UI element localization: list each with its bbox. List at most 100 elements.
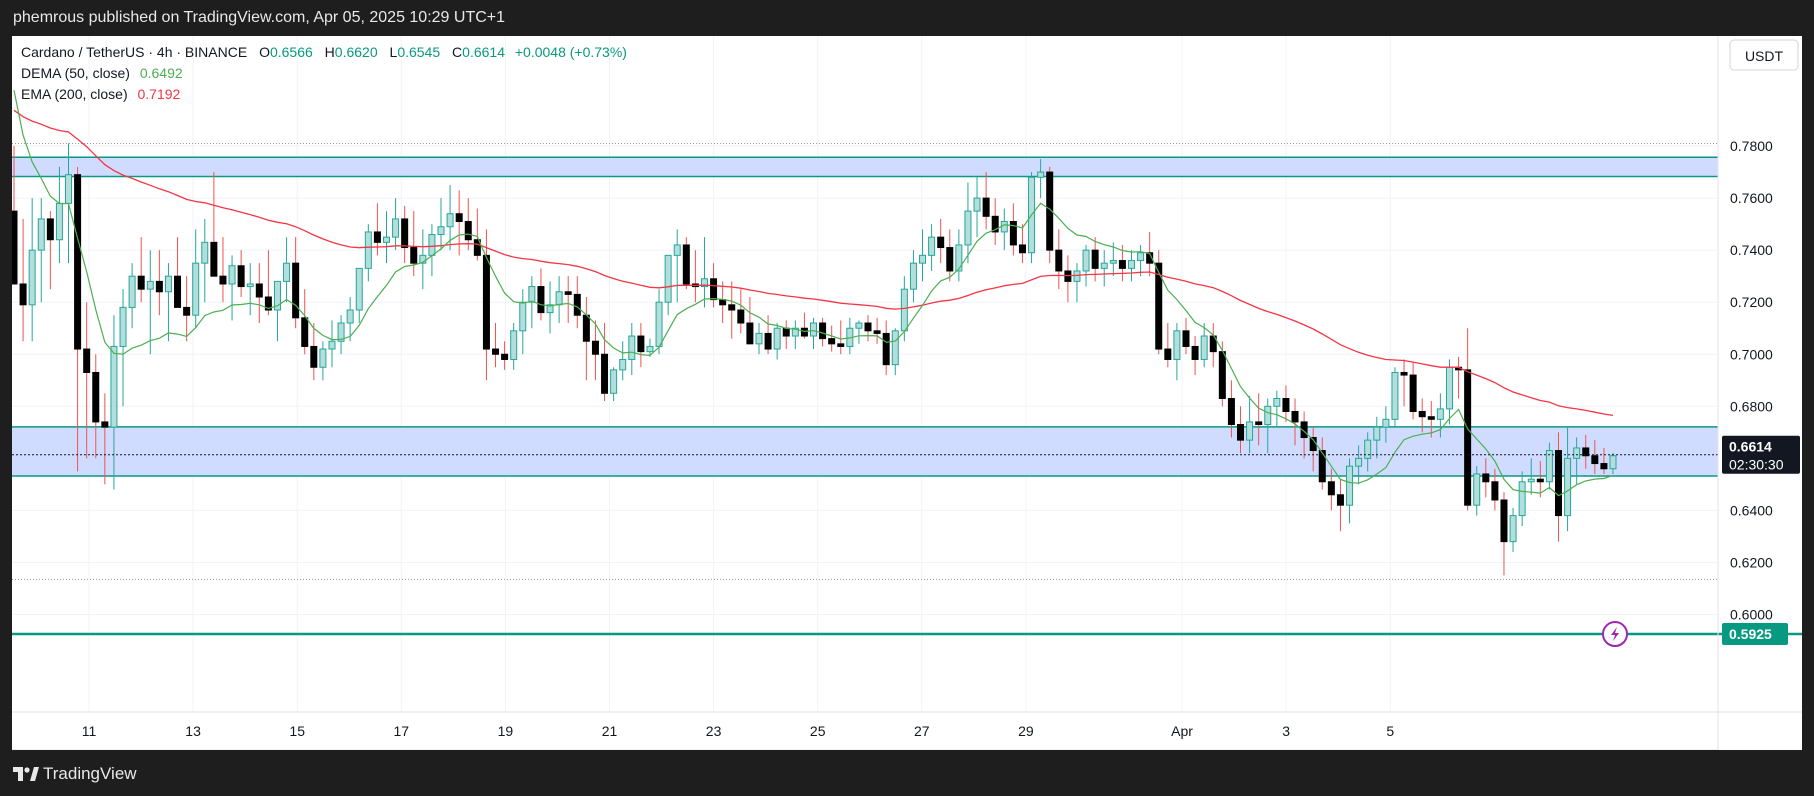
moving-averages bbox=[13, 90, 1614, 497]
candle-body bbox=[482, 254, 490, 350]
candle-body bbox=[1445, 366, 1453, 410]
candle-body bbox=[1164, 348, 1172, 360]
candle-body bbox=[183, 306, 191, 316]
candle-body bbox=[210, 241, 218, 277]
candle-body bbox=[328, 340, 336, 350]
candle-body bbox=[601, 353, 609, 394]
publisher-bar: phemrous published on TradingView.com, A… bbox=[0, 0, 1814, 36]
candle-body bbox=[410, 247, 418, 264]
candle-body bbox=[528, 286, 536, 303]
candle-body bbox=[55, 202, 63, 241]
price-tick-label: 0.7000 bbox=[1730, 346, 1773, 362]
candle-body bbox=[373, 231, 381, 243]
price-zones bbox=[12, 142, 1802, 636]
candle-body bbox=[937, 236, 945, 249]
candle-body bbox=[991, 215, 999, 233]
tradingview-logo[interactable]: TradingView bbox=[13, 764, 137, 784]
candle-body bbox=[10, 210, 18, 285]
candle-body bbox=[1355, 457, 1363, 467]
time-tick-label: 25 bbox=[810, 723, 826, 739]
legend-ema-line: EMA (200, close) 0.7192 bbox=[21, 86, 181, 102]
candle-body bbox=[728, 304, 736, 311]
candle-body bbox=[92, 371, 100, 423]
time-tick-label: 3 bbox=[1282, 723, 1290, 739]
time-tick-label: 5 bbox=[1386, 723, 1394, 739]
candle-body bbox=[264, 296, 272, 311]
support-line-value: 0.5925 bbox=[1729, 626, 1772, 642]
price-tick-label: 0.6000 bbox=[1730, 607, 1773, 623]
candle-body bbox=[301, 317, 309, 347]
candle-body bbox=[755, 332, 763, 345]
legend-dema-line: DEMA (50, close) 0.6492 bbox=[21, 65, 183, 81]
candle-body bbox=[619, 358, 627, 371]
candle-body bbox=[564, 291, 572, 295]
time-tick-label: 23 bbox=[706, 723, 722, 739]
time-tick-label: 11 bbox=[82, 723, 97, 739]
candle-body bbox=[346, 309, 354, 324]
currency-label: USDT bbox=[1745, 48, 1784, 64]
candle-body bbox=[1073, 270, 1081, 282]
chart-area[interactable]: 0.6000 0.6200 0.6400 0.6800 0.7000 0.7200 0.74… bbox=[10, 36, 1802, 751]
resistance-zone-fill bbox=[12, 157, 1718, 177]
legend-symbol: Cardano / TetherUS · 4h · BINANCE bbox=[21, 44, 247, 60]
candle-body bbox=[1237, 424, 1245, 441]
last-price-badge: 0.6614 02:30:30 bbox=[1722, 435, 1800, 474]
candle-body bbox=[455, 213, 463, 223]
candle-body bbox=[1373, 426, 1381, 441]
candle-body bbox=[573, 293, 581, 316]
candle-body bbox=[1246, 421, 1254, 441]
candle-body bbox=[1100, 262, 1108, 269]
candle-body bbox=[982, 197, 990, 217]
time-tick-label: 19 bbox=[498, 723, 514, 739]
candle-body bbox=[1573, 447, 1581, 459]
candle-body bbox=[464, 221, 472, 241]
time-axis[interactable]: 11 13 15 17 19 21 23 25 27 29 Apr 3 5 bbox=[82, 723, 1395, 739]
candle-body bbox=[1182, 330, 1190, 347]
candle-body bbox=[1137, 252, 1145, 262]
candle-body bbox=[1291, 411, 1299, 423]
price-axis[interactable]: 0.6000 0.6200 0.6400 0.6800 0.7000 0.7200 0.74… bbox=[1730, 138, 1773, 622]
legend-high-value: 0.6620 bbox=[335, 44, 378, 60]
candle-body bbox=[1582, 447, 1590, 457]
legend-ema-value: 0.7192 bbox=[138, 86, 181, 102]
candle-body bbox=[1155, 262, 1163, 350]
candle-body bbox=[310, 345, 318, 368]
candle-body bbox=[473, 239, 481, 256]
candle-body bbox=[1464, 369, 1472, 506]
price-tick-label: 0.6200 bbox=[1730, 554, 1773, 570]
candle-body bbox=[773, 327, 781, 350]
candle-body bbox=[1127, 260, 1135, 269]
candle-body bbox=[1609, 455, 1617, 470]
candle-body bbox=[682, 244, 690, 285]
currency-selector[interactable]: USDT bbox=[1729, 39, 1799, 71]
candle-body bbox=[819, 322, 827, 340]
candle-body bbox=[364, 231, 372, 269]
candle-body bbox=[382, 236, 390, 243]
candle-body bbox=[192, 262, 200, 316]
legend-dema-value: 0.6492 bbox=[140, 65, 183, 81]
candle-body bbox=[46, 218, 54, 241]
candle-body bbox=[273, 280, 281, 311]
candle-body bbox=[900, 288, 908, 332]
candle-body bbox=[1564, 457, 1572, 517]
candle-body bbox=[964, 210, 972, 246]
candle-body bbox=[1382, 418, 1390, 428]
candle-body bbox=[1364, 439, 1372, 459]
candle-body bbox=[1400, 371, 1408, 376]
candle-body bbox=[673, 244, 681, 256]
chart-background bbox=[12, 36, 1802, 750]
candle-body bbox=[283, 262, 291, 282]
candle-body bbox=[1536, 478, 1544, 483]
candle-body bbox=[1091, 249, 1099, 269]
candle-body bbox=[782, 327, 790, 337]
candle-body bbox=[28, 249, 36, 306]
candles bbox=[10, 143, 1617, 576]
candle-body bbox=[519, 301, 527, 332]
lightning-alert-icon[interactable] bbox=[1602, 621, 1628, 648]
price-tick-label: 0.7800 bbox=[1730, 138, 1773, 154]
candle-body bbox=[128, 275, 136, 308]
price-chart[interactable]: 0.6000 0.6200 0.6400 0.6800 0.7000 0.7200 0.74… bbox=[10, 36, 1802, 751]
candle-body bbox=[255, 283, 263, 298]
publisher-line: phemrous published on TradingView.com, A… bbox=[13, 9, 506, 26]
candle-body bbox=[1409, 374, 1417, 413]
